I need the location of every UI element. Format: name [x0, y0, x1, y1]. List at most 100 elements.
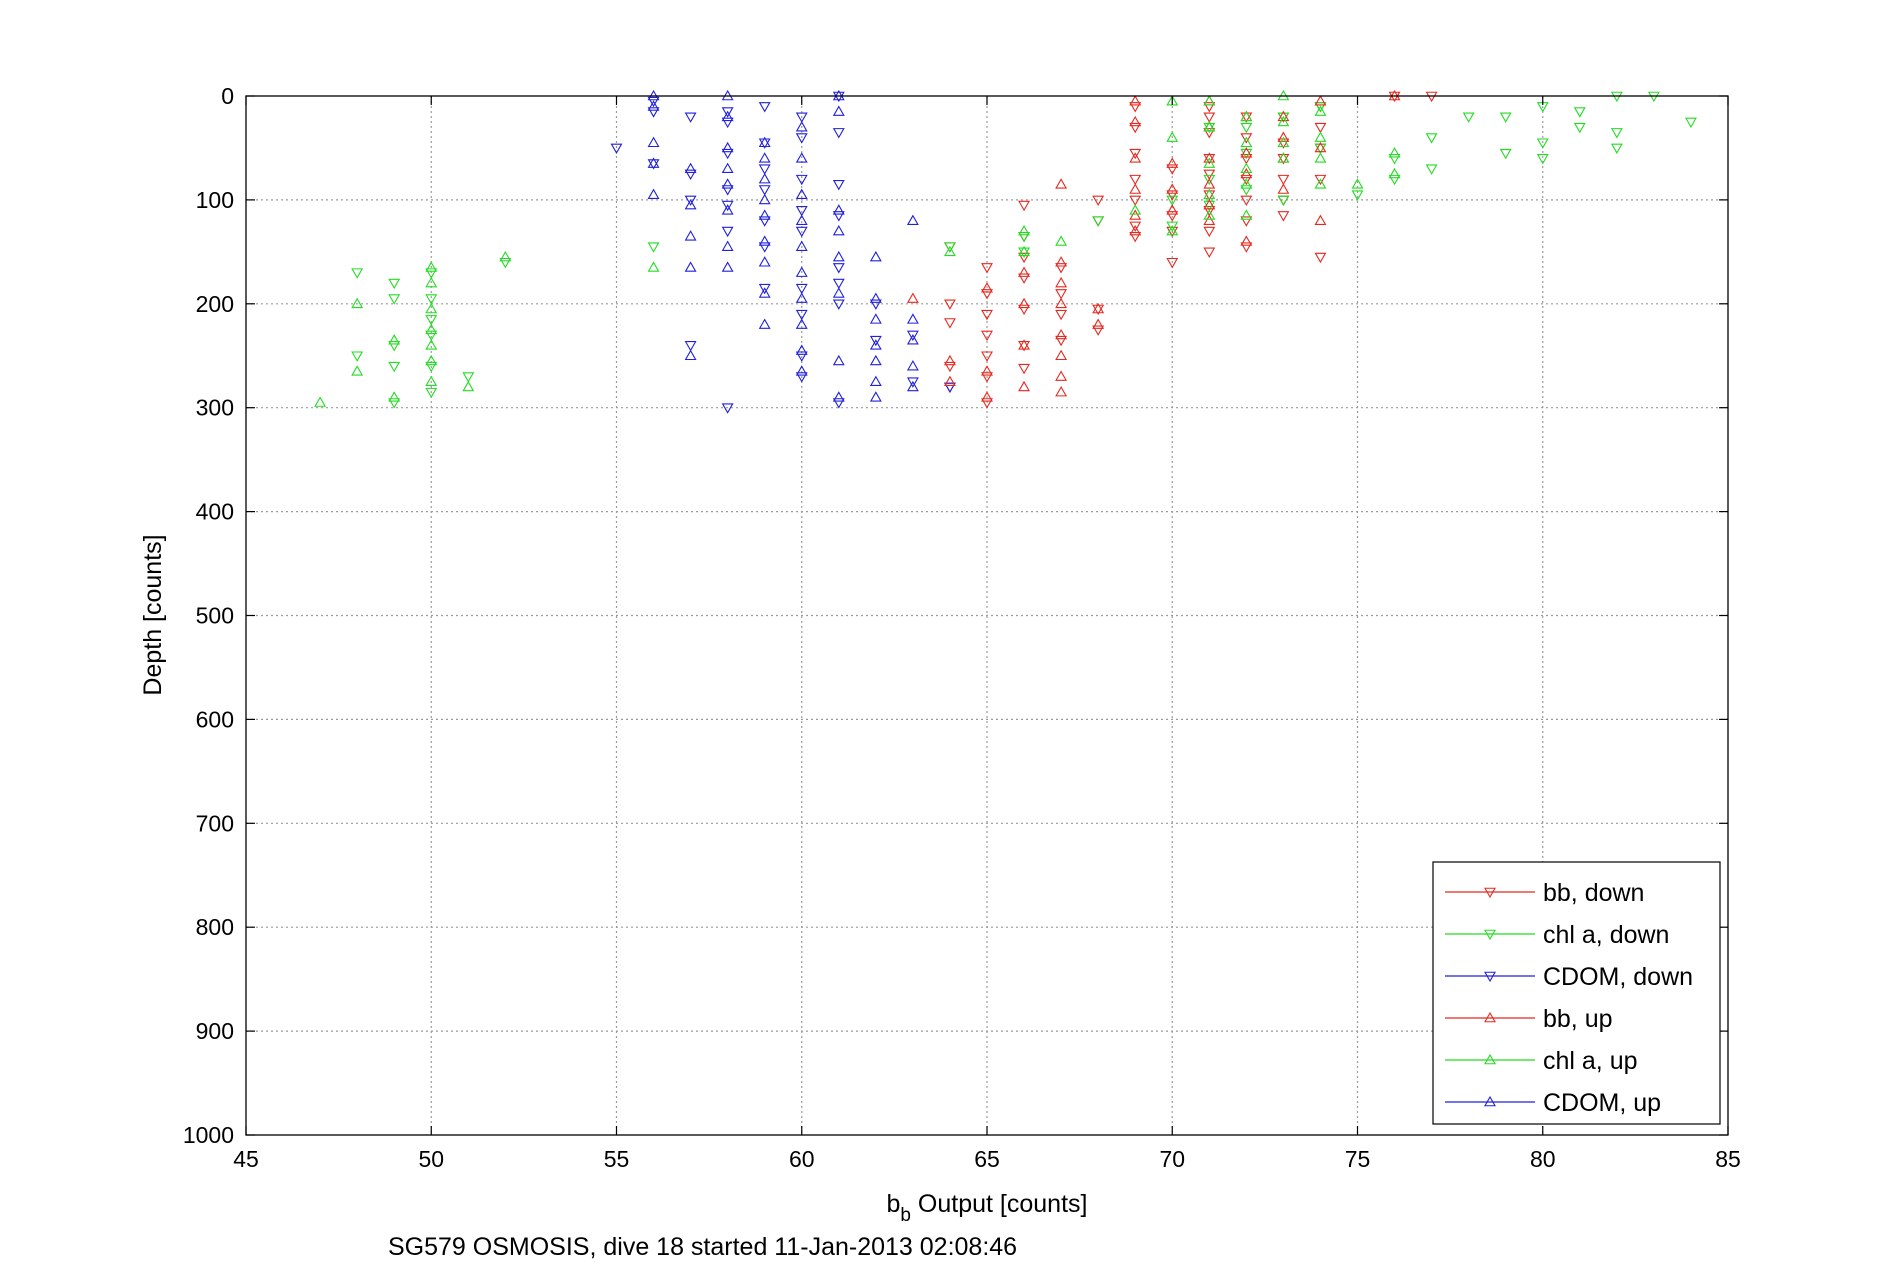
- data-point: [1536, 138, 1549, 149]
- data-point: [388, 361, 401, 373]
- data-point: [425, 354, 438, 366]
- data-point: [832, 105, 845, 116]
- data-point: [981, 365, 993, 376]
- data-point: [1055, 297, 1068, 309]
- data-point: [832, 224, 845, 236]
- data-point: [795, 283, 808, 295]
- data-point: [1018, 252, 1030, 264]
- data-point: [906, 360, 919, 371]
- data-point: [1129, 204, 1142, 215]
- data-point: [1018, 363, 1030, 375]
- data-point: [388, 278, 401, 290]
- data-point: [1166, 257, 1179, 269]
- data-point: [1685, 117, 1697, 129]
- data-point: [1203, 112, 1216, 123]
- data-point: [795, 205, 808, 217]
- data-point: [1092, 195, 1105, 207]
- data-point: [758, 318, 771, 329]
- data-point: [1610, 128, 1623, 139]
- data-point: [832, 263, 845, 274]
- data-point: [351, 365, 364, 376]
- data-point: [425, 276, 438, 288]
- data-point: [351, 297, 364, 309]
- data-point: [425, 294, 438, 305]
- data-point: [1499, 112, 1512, 123]
- data-point: [832, 299, 845, 310]
- data-point: [1055, 386, 1068, 397]
- data-point: [1018, 247, 1030, 258]
- data-point: [647, 261, 660, 272]
- data-point: [388, 391, 401, 402]
- data-point: [795, 365, 808, 376]
- y-tick-label: 100: [196, 187, 234, 213]
- y-tick-label: 700: [196, 810, 234, 836]
- data-point: [1018, 297, 1030, 309]
- data-point: [647, 96, 660, 108]
- data-point: [832, 128, 845, 139]
- legend-entry: chl a, down: [1543, 921, 1669, 949]
- data-point: [721, 110, 734, 122]
- data-point: [1277, 138, 1290, 149]
- legend-entry: CDOM, down: [1543, 963, 1693, 991]
- data-point: [684, 261, 697, 272]
- data-point: [1240, 162, 1253, 174]
- legend-marker: [1484, 1095, 1496, 1107]
- legend-entry: CDOM, up: [1543, 1089, 1661, 1117]
- data-point: [1240, 154, 1253, 165]
- x-tick-label: 80: [1530, 1146, 1556, 1172]
- data-point: [832, 287, 845, 298]
- data-point: [1277, 154, 1290, 165]
- data-point: [1129, 95, 1142, 106]
- data-point: [1314, 105, 1327, 116]
- data-point: [981, 351, 993, 362]
- data-point: [1129, 209, 1142, 220]
- data-point: [721, 141, 734, 153]
- data-point: [1055, 178, 1068, 189]
- data-point: [647, 107, 660, 118]
- data-point: [981, 330, 993, 342]
- data-point: [869, 292, 882, 303]
- data-point: [647, 136, 660, 148]
- data-point: [1129, 115, 1142, 127]
- y-tick-label: 500: [196, 603, 234, 629]
- grid-lines: [246, 96, 1728, 1135]
- data-point: [981, 372, 993, 383]
- data-point: [906, 380, 919, 392]
- axis-ticks: 45 50 55 60 65 70 75 80 85 0 100 200 300 400 500 600 700…: [183, 83, 1741, 1172]
- y-tick-label: 300: [196, 395, 234, 421]
- data-point: [1314, 152, 1327, 163]
- data-point: [1499, 148, 1512, 160]
- data-point: [1166, 211, 1179, 222]
- data-point: [684, 230, 697, 241]
- data-point: [1018, 266, 1030, 277]
- data-point: [1314, 122, 1327, 134]
- data-point: [869, 375, 882, 387]
- data-point: [981, 289, 993, 300]
- data-point: [425, 315, 438, 326]
- data-point: [721, 117, 734, 129]
- y-tick-label: 900: [196, 1018, 234, 1044]
- data-point: [684, 341, 697, 352]
- data-point: [1203, 152, 1216, 163]
- data-point: [869, 339, 882, 350]
- data-point: [425, 387, 438, 399]
- data-point: [721, 162, 734, 174]
- data-point: [1018, 380, 1030, 392]
- data-point: [1240, 242, 1253, 253]
- data-point: [1314, 102, 1327, 113]
- data-point: [1388, 167, 1401, 179]
- data-point: [1240, 110, 1253, 122]
- data-point: [1536, 154, 1549, 165]
- data-point: [721, 178, 734, 189]
- data-point: [1129, 152, 1142, 163]
- data-point: [869, 250, 882, 262]
- data-point: [1055, 276, 1068, 288]
- x-axis-label: bb Output [counts]: [887, 1190, 1088, 1226]
- x-tick-label: 50: [418, 1146, 444, 1172]
- data-point: [795, 226, 808, 238]
- data-point: [795, 266, 808, 277]
- data-point: [795, 214, 808, 225]
- data-point: [795, 174, 808, 186]
- legend-marker: [1484, 1011, 1496, 1023]
- data-point: [981, 398, 993, 409]
